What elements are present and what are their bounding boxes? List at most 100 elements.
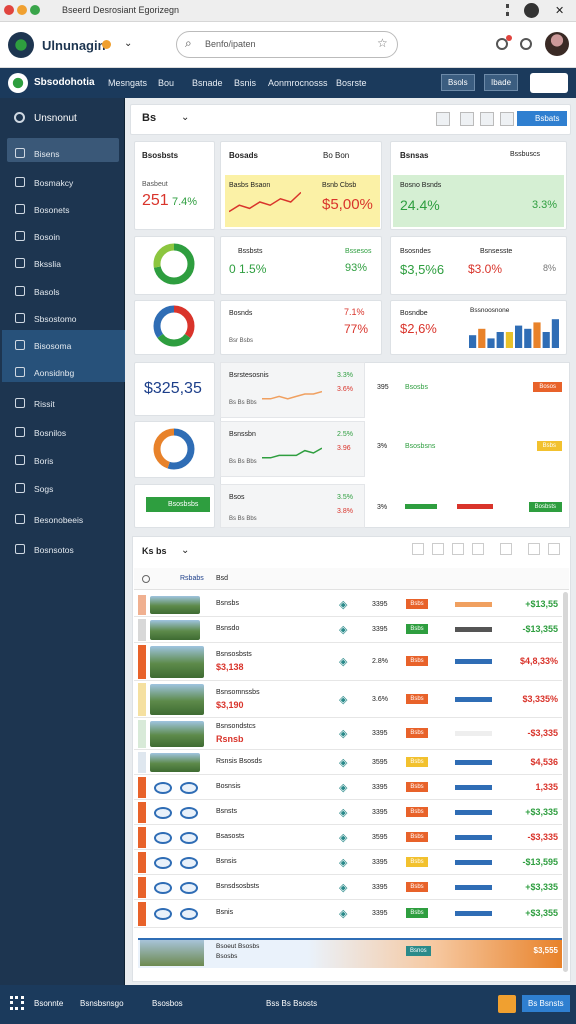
- sidebar-item[interactable]: Aonsidnbg: [34, 368, 75, 378]
- row-badge: Bsbs: [406, 806, 428, 817]
- sidebar-item[interactable]: Sbsostomo: [34, 314, 77, 324]
- footer-item[interactable]: Bss Bs Bsosts: [266, 999, 318, 1008]
- nav-button[interactable]: Ibade: [484, 74, 519, 91]
- status-button[interactable]: Bosbsts: [528, 502, 562, 512]
- settings-icon[interactable]: [496, 38, 508, 50]
- kpi-delta: 8%: [543, 263, 557, 273]
- row-accent: [138, 595, 146, 615]
- card-filter[interactable]: Bssbuscs: [510, 151, 540, 158]
- row-amount: -$3,335: [527, 831, 558, 842]
- table-row[interactable]: [134, 593, 562, 617]
- row-badge: Bsbs: [406, 599, 428, 609]
- card-title: Bsnsas: [400, 151, 429, 160]
- table-row[interactable]: [134, 750, 562, 775]
- nav-toggle[interactable]: [530, 73, 568, 93]
- table-row[interactable]: [134, 617, 562, 643]
- sidebar-item[interactable]: Sogs: [34, 484, 54, 494]
- window-dot[interactable]: [30, 5, 40, 15]
- sidebar-item[interactable]: Boris: [34, 456, 54, 466]
- toolbar-button[interactable]: Bsbats: [517, 111, 568, 126]
- mini-chart: [469, 319, 559, 348]
- footer-bar: [0, 985, 576, 1024]
- table-row[interactable]: [134, 875, 562, 900]
- nav-item[interactable]: Bou: [158, 78, 175, 88]
- row-pct: 3395: [372, 910, 388, 917]
- table-dropdown[interactable]: ⌄: [181, 545, 190, 556]
- footer-item[interactable]: Bsnsbsnsgo: [80, 999, 124, 1008]
- window-dot[interactable]: [4, 5, 14, 15]
- footer-item[interactable]: Bsosbos: [152, 999, 183, 1008]
- toolbar-icon[interactable]: [460, 112, 474, 126]
- nav-item[interactable]: Bsnis: [234, 78, 257, 88]
- table-tool[interactable]: [452, 543, 464, 555]
- action-button[interactable]: Bsosbsbs: [146, 497, 211, 512]
- row-name: Bosnsis: [216, 782, 241, 790]
- status-button[interactable]: Bosos: [533, 382, 562, 392]
- nav-item[interactable]: Mesngats: [108, 78, 148, 88]
- table-row[interactable]: [134, 900, 562, 928]
- toolbar-icon[interactable]: [436, 112, 450, 126]
- bar: [496, 332, 504, 348]
- toolbar-dropdown[interactable]: ⌄: [181, 112, 190, 123]
- table-row[interactable]: [134, 775, 562, 800]
- card-filter[interactable]: Bo Bon: [323, 151, 350, 160]
- avatar[interactable]: [545, 32, 569, 56]
- profile-icon[interactable]: [524, 3, 539, 18]
- table-tool[interactable]: [528, 543, 540, 555]
- close-icon[interactable]: ✕: [555, 5, 565, 17]
- sidebar-item-icon: [15, 286, 25, 296]
- footer-button[interactable]: Bs Bsnsts: [522, 995, 570, 1012]
- sidebar-item[interactable]: Bosnilos: [34, 428, 67, 438]
- summary-name: Bsoeut Bsosbs: [216, 943, 260, 950]
- sidebar-item[interactable]: Bosmakcy: [34, 178, 74, 188]
- toolbar-icon[interactable]: [500, 112, 514, 126]
- chart-title: Bssnoosnone: [470, 307, 510, 314]
- table-row[interactable]: [134, 643, 562, 681]
- nav-item[interactable]: Aonmrocnosss: [268, 78, 328, 88]
- table-row[interactable]: [134, 800, 562, 825]
- sidebar-item[interactable]: Bisens: [34, 149, 60, 159]
- row-amount: $3,335%: [522, 693, 558, 704]
- nav-item[interactable]: Bsnade: [192, 78, 223, 88]
- status-button[interactable]: Bsbs: [536, 441, 562, 451]
- search-icon: ⌕: [185, 36, 192, 50]
- table-tool[interactable]: [412, 543, 424, 555]
- sidebar-item[interactable]: Bksslia: [34, 259, 61, 269]
- table-row[interactable]: [134, 850, 562, 875]
- footer-item[interactable]: Bsonnte: [34, 999, 64, 1008]
- sidebar-item-icon: [15, 398, 25, 408]
- row-icon: [180, 856, 198, 869]
- sidebar-item[interactable]: Basols: [34, 287, 60, 297]
- row-icon: [180, 908, 198, 920]
- footer-icon[interactable]: [498, 995, 516, 1013]
- window-dot[interactable]: [17, 5, 27, 15]
- table-tool[interactable]: [432, 543, 444, 555]
- table-tool[interactable]: [548, 543, 560, 555]
- row-name: Bsnsomnssbs: [216, 688, 260, 696]
- row-pct: 2.8%: [372, 658, 388, 665]
- sidebar-item[interactable]: Bosonets: [34, 205, 70, 215]
- sidebar-item[interactable]: Rissit: [34, 399, 55, 409]
- search-box[interactable]: ⌕ Benfo/ipaten ☆: [176, 31, 398, 58]
- notification-icon[interactable]: [520, 38, 532, 50]
- sidebar-item[interactable]: Bosoin: [34, 232, 60, 242]
- dropdown[interactable]: ⌄: [124, 38, 133, 49]
- row-bar: [455, 659, 492, 664]
- brand-dot: [102, 40, 111, 49]
- sidebar-item[interactable]: Bisosoma: [34, 341, 72, 351]
- toolbar-icon[interactable]: [480, 112, 494, 126]
- nav-button[interactable]: Bsols: [441, 74, 475, 91]
- card: [134, 362, 215, 416]
- menu-icon[interactable]: [506, 4, 518, 16]
- sidebar-item[interactable]: Besonobeeis: [34, 515, 84, 525]
- sidebar-item[interactable]: Bosnsotos: [34, 545, 74, 555]
- table-tool[interactable]: [500, 543, 512, 555]
- line-pct: 395: [377, 384, 389, 391]
- table-tool[interactable]: [472, 543, 484, 555]
- section-bg: [220, 362, 365, 418]
- table-row[interactable]: [134, 718, 562, 750]
- table-row[interactable]: [134, 681, 562, 718]
- row-name: Bsasosts: [216, 832, 245, 840]
- nav-item[interactable]: Bosrste: [336, 78, 367, 88]
- table-row[interactable]: [134, 825, 562, 850]
